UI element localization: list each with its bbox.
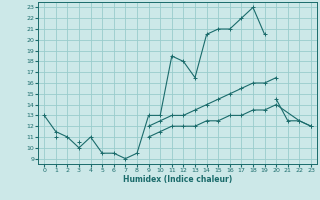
X-axis label: Humidex (Indice chaleur): Humidex (Indice chaleur): [123, 175, 232, 184]
